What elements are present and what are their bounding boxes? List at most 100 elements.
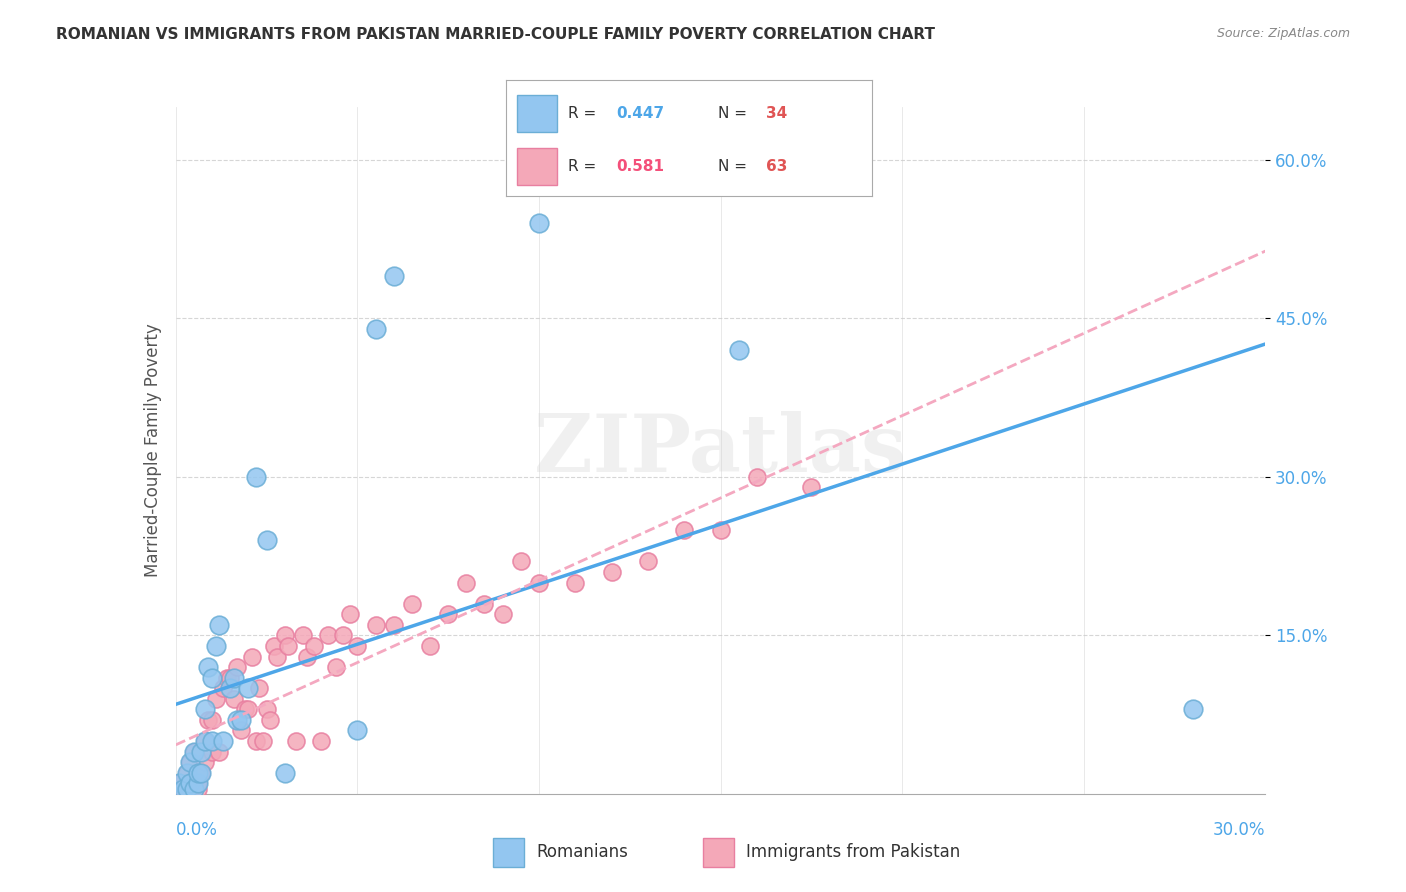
Point bbox=[245, 734, 267, 748]
Text: 0.0%: 0.0% bbox=[176, 822, 218, 839]
Point bbox=[204, 691, 226, 706]
Point bbox=[172, 781, 194, 796]
Point bbox=[1181, 702, 1204, 716]
FancyBboxPatch shape bbox=[492, 838, 523, 867]
Point bbox=[219, 681, 242, 696]
Point bbox=[186, 776, 209, 790]
Point bbox=[637, 554, 659, 568]
Y-axis label: Married-Couple Family Poverty: Married-Couple Family Poverty bbox=[143, 324, 162, 577]
Point bbox=[231, 713, 253, 727]
Text: Romanians: Romanians bbox=[536, 843, 628, 861]
Point bbox=[194, 734, 217, 748]
Point bbox=[197, 713, 219, 727]
Point bbox=[169, 776, 191, 790]
Point bbox=[527, 216, 550, 230]
Point bbox=[727, 343, 749, 357]
Point bbox=[346, 639, 368, 653]
Point bbox=[382, 617, 405, 632]
Point bbox=[186, 776, 209, 790]
Text: N =: N = bbox=[718, 159, 752, 174]
Point bbox=[364, 322, 387, 336]
Point bbox=[186, 765, 209, 780]
Point bbox=[318, 628, 340, 642]
Point bbox=[215, 671, 238, 685]
Point bbox=[212, 681, 235, 696]
Point bbox=[332, 628, 354, 642]
FancyBboxPatch shape bbox=[517, 95, 557, 132]
Point bbox=[274, 628, 297, 642]
Point bbox=[302, 639, 325, 653]
Point bbox=[252, 734, 274, 748]
Point bbox=[201, 713, 224, 727]
Point bbox=[172, 781, 194, 796]
Point bbox=[564, 575, 586, 590]
Point bbox=[745, 470, 768, 484]
Point bbox=[212, 734, 235, 748]
Point bbox=[169, 776, 191, 790]
Point bbox=[364, 617, 387, 632]
Point bbox=[437, 607, 460, 622]
Point bbox=[492, 607, 515, 622]
Point bbox=[274, 765, 297, 780]
Point bbox=[183, 745, 205, 759]
Text: Immigrants from Pakistan: Immigrants from Pakistan bbox=[747, 843, 960, 861]
Point bbox=[179, 755, 201, 769]
Point bbox=[190, 745, 212, 759]
Text: 0.581: 0.581 bbox=[616, 159, 664, 174]
Point bbox=[226, 660, 249, 674]
Point bbox=[277, 639, 299, 653]
Point bbox=[179, 776, 201, 790]
Point bbox=[176, 765, 198, 780]
Text: 34: 34 bbox=[766, 106, 787, 121]
Point bbox=[176, 781, 198, 796]
Point bbox=[673, 523, 696, 537]
Point bbox=[194, 755, 217, 769]
Point bbox=[222, 671, 245, 685]
Point bbox=[197, 660, 219, 674]
Point bbox=[247, 681, 270, 696]
Point bbox=[800, 480, 823, 494]
Text: ZIPatlas: ZIPatlas bbox=[534, 411, 907, 490]
Point bbox=[190, 765, 212, 780]
Point bbox=[204, 639, 226, 653]
Point bbox=[346, 723, 368, 738]
Point bbox=[179, 776, 201, 790]
Point bbox=[233, 702, 256, 716]
Point bbox=[256, 533, 278, 548]
Text: ROMANIAN VS IMMIGRANTS FROM PAKISTAN MARRIED-COUPLE FAMILY POVERTY CORRELATION C: ROMANIAN VS IMMIGRANTS FROM PAKISTAN MAR… bbox=[56, 27, 935, 42]
Point bbox=[263, 639, 285, 653]
Point bbox=[266, 649, 288, 664]
Text: 0.447: 0.447 bbox=[616, 106, 664, 121]
Point bbox=[401, 597, 423, 611]
Point bbox=[231, 723, 253, 738]
Point bbox=[284, 734, 307, 748]
FancyBboxPatch shape bbox=[703, 838, 734, 867]
Point bbox=[527, 575, 550, 590]
Point bbox=[190, 765, 212, 780]
Point bbox=[259, 713, 281, 727]
Point bbox=[222, 691, 245, 706]
Point bbox=[256, 702, 278, 716]
Point bbox=[208, 617, 231, 632]
Point bbox=[183, 781, 205, 796]
Point bbox=[238, 702, 260, 716]
Text: 63: 63 bbox=[766, 159, 787, 174]
Point bbox=[226, 713, 249, 727]
Point bbox=[325, 660, 347, 674]
Point bbox=[176, 765, 198, 780]
Text: N =: N = bbox=[718, 106, 752, 121]
Point bbox=[309, 734, 332, 748]
Text: R =: R = bbox=[568, 106, 602, 121]
Point bbox=[509, 554, 531, 568]
Text: 30.0%: 30.0% bbox=[1213, 822, 1265, 839]
Point bbox=[183, 745, 205, 759]
Point bbox=[291, 628, 314, 642]
Point bbox=[710, 523, 733, 537]
Point bbox=[201, 745, 224, 759]
Point bbox=[201, 671, 224, 685]
Point bbox=[382, 269, 405, 284]
Point bbox=[295, 649, 318, 664]
Text: R =: R = bbox=[568, 159, 602, 174]
Point bbox=[474, 597, 496, 611]
Point bbox=[419, 639, 441, 653]
